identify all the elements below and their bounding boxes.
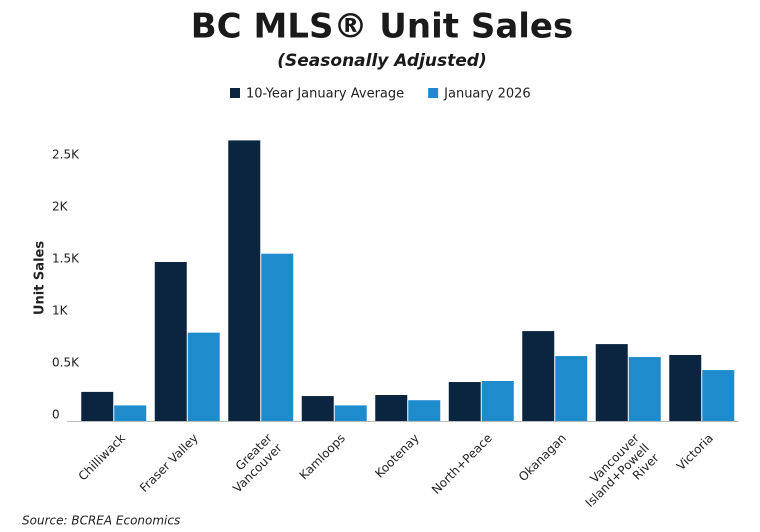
chart-title: BC MLS® Unit Sales [191, 7, 573, 47]
bar [228, 140, 261, 421]
y-tick-label: 2K [52, 200, 69, 214]
y-tick-label: 1K [52, 304, 69, 318]
bar [669, 355, 702, 421]
bar [481, 380, 514, 421]
chart-subtitle: (Seasonally Adjusted) [277, 51, 487, 71]
bar [334, 405, 367, 421]
bar [261, 253, 294, 421]
y-tick-label: 1.5K [52, 252, 80, 266]
y-tick-label: 0.5K [52, 356, 80, 370]
legend-swatch [428, 88, 439, 98]
bar [448, 382, 481, 421]
legend-label: January 2026 [443, 87, 531, 102]
bar [555, 356, 588, 421]
legend-label: 10-Year January Average [246, 87, 404, 102]
bar [81, 391, 114, 421]
bar [114, 405, 147, 421]
bar [628, 357, 661, 421]
bar [154, 261, 187, 421]
y-axis-title: Unit Sales [33, 241, 48, 315]
bar [375, 395, 408, 421]
y-tick-label: 2.5K [52, 148, 80, 162]
legend-swatch [230, 88, 240, 98]
bar [187, 332, 220, 421]
y-tick-label: 0 [52, 408, 60, 422]
bar [595, 344, 628, 421]
bar [408, 400, 441, 421]
bar [702, 370, 735, 421]
bar [522, 331, 555, 421]
source: Source: BCREA Economics [22, 514, 180, 528]
bar [301, 396, 334, 421]
